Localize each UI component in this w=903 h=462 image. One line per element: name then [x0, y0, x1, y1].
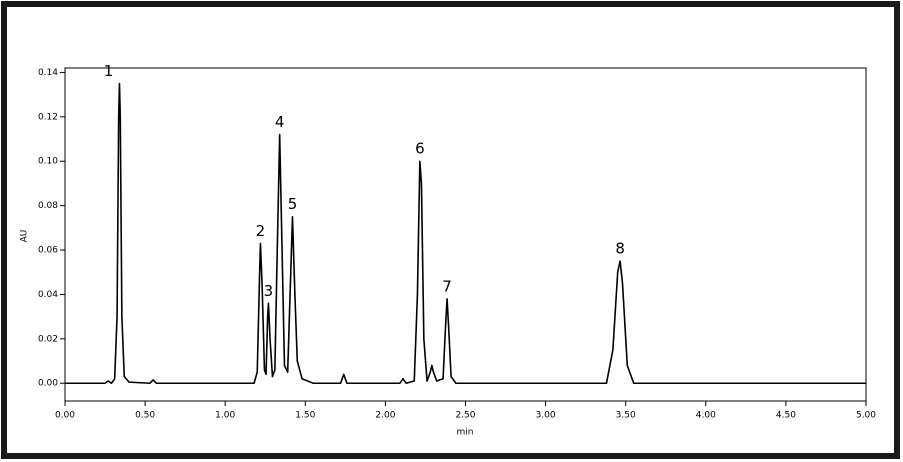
- peak-label: 1: [104, 62, 114, 80]
- x-tick-label: 0.00: [55, 411, 75, 421]
- y-tick-label: 0.08: [38, 201, 58, 211]
- x-tick-label: 3.00: [536, 411, 556, 421]
- y-tick-label: 0.12: [38, 112, 58, 122]
- x-tick-label: 4.00: [696, 411, 716, 421]
- x-tick-label: 5.00: [856, 411, 876, 421]
- x-tick-label: 0.50: [135, 411, 155, 421]
- y-tick-label: 0.00: [38, 379, 58, 389]
- peak-label: 4: [275, 113, 285, 131]
- x-tick-label: 4.50: [776, 411, 796, 421]
- y-tick-label: 0.14: [38, 68, 58, 78]
- peak-label: 5: [288, 195, 298, 213]
- x-tick-label: 1.00: [215, 411, 235, 421]
- y-tick-label: 0.06: [38, 246, 58, 256]
- peak-label: 7: [442, 277, 452, 295]
- peak-label: 8: [615, 240, 625, 258]
- peak-label: 6: [415, 140, 425, 158]
- trace: [65, 82, 866, 385]
- y-tick-label: 0.02: [38, 334, 58, 344]
- y-tick-label: 0.04: [38, 290, 58, 300]
- x-tick-label: 1.50: [295, 411, 315, 421]
- y-axis-label: AU: [20, 230, 30, 243]
- x-tick-label: 2.50: [455, 411, 475, 421]
- peak-label: 2: [256, 222, 266, 240]
- x-tick-label: 3.50: [616, 411, 636, 421]
- x-axis-label: min: [457, 428, 474, 438]
- x-tick-label: 2.00: [375, 411, 395, 421]
- y-tick-label: 0.10: [38, 157, 58, 167]
- peak-label: 3: [264, 282, 274, 300]
